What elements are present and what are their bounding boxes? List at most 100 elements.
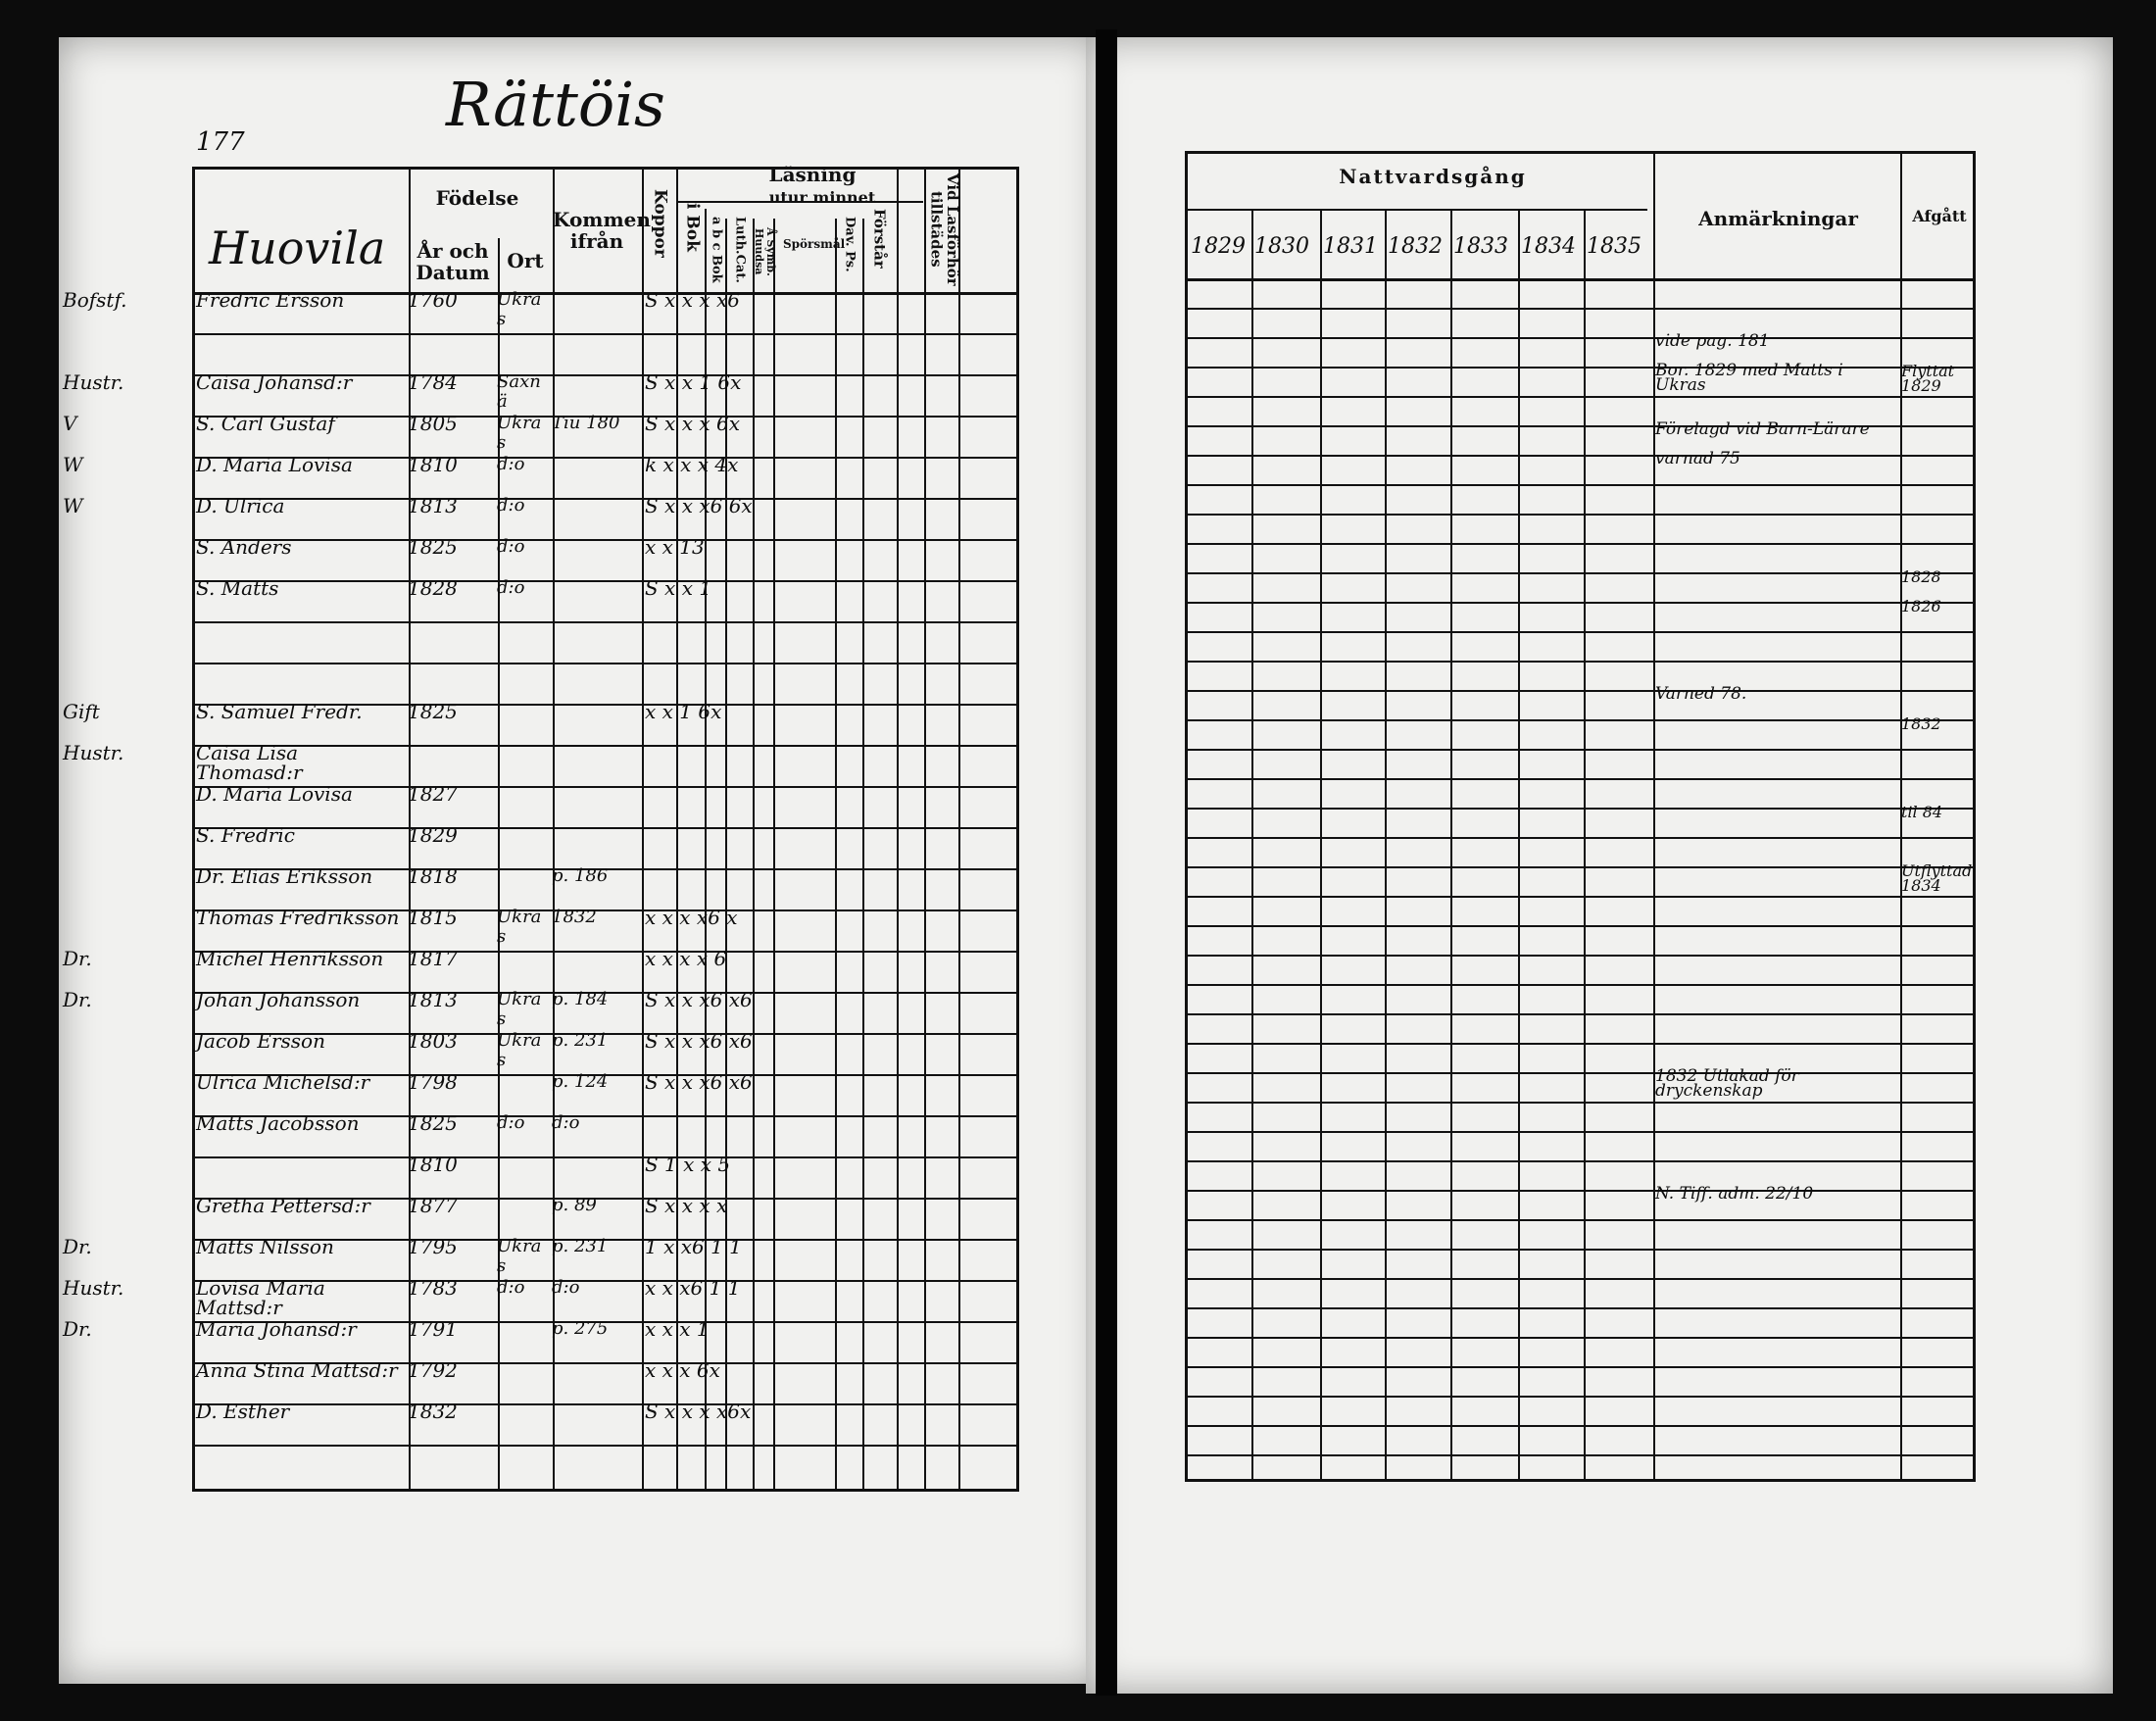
entry-reading-marks: x x x 6x bbox=[645, 1358, 720, 1382]
entry-birth-year: 1813 bbox=[408, 494, 458, 517]
row-line bbox=[1188, 396, 1973, 398]
row-line bbox=[1188, 1102, 1973, 1104]
row-line bbox=[1188, 837, 1973, 839]
header-year: 1831 bbox=[1323, 234, 1378, 259]
entry-came-from: d:o bbox=[552, 1277, 580, 1298]
header-divider bbox=[1188, 278, 1973, 281]
entry-name: Michel Henriksson bbox=[196, 947, 384, 970]
entry-birth-year: 1798 bbox=[408, 1070, 458, 1094]
header-year: 1835 bbox=[1587, 234, 1642, 259]
entry-margin-note: Hustr. bbox=[63, 741, 124, 764]
header-smallpox: Koppor bbox=[650, 189, 670, 258]
departed-note: til 84 bbox=[1901, 803, 1943, 821]
row-line bbox=[1188, 425, 1973, 427]
entry-birth-place: Ukras bbox=[497, 989, 542, 1029]
column-divider bbox=[897, 170, 899, 1489]
entry-birth-year: 1784 bbox=[408, 370, 458, 394]
entry-came-from: p. 231 bbox=[552, 1030, 609, 1051]
entry-reading-marks: S x x 1 6x bbox=[645, 370, 742, 394]
entry-name: Jacob Ersson bbox=[196, 1029, 325, 1053]
entry-birth-place: Ukras bbox=[497, 1030, 542, 1070]
departed-note: Flyttat 1829 bbox=[1901, 362, 1955, 395]
remark-note: Förelagd vid Barn-Lärare bbox=[1655, 419, 1870, 439]
entry-birth-place: d:o bbox=[497, 495, 525, 516]
entry-margin-note: Dr. bbox=[63, 1235, 92, 1258]
entry-birth-year: 1817 bbox=[408, 947, 458, 970]
row-line bbox=[195, 621, 1016, 623]
row-line bbox=[1188, 337, 1973, 339]
row-line bbox=[195, 786, 1016, 788]
entry-name: S. Anders bbox=[196, 535, 292, 559]
entry-birth-place: Saxnä bbox=[497, 371, 541, 412]
entry-reading-marks: x x 13 bbox=[645, 535, 705, 559]
entry-name: Johan Johansson bbox=[196, 988, 361, 1011]
entry-margin-note: Dr. bbox=[63, 947, 92, 970]
entry-birth-year: 1803 bbox=[408, 1029, 458, 1053]
row-line bbox=[195, 951, 1016, 953]
row-line bbox=[1188, 1396, 1973, 1398]
row-line bbox=[195, 1239, 1016, 1241]
entry-reading-marks: x x x6 1 1 bbox=[645, 1276, 741, 1300]
entry-reading-marks: S x x x 6x bbox=[645, 412, 740, 435]
column-divider bbox=[1320, 209, 1322, 1479]
header-birth: Födelse bbox=[435, 186, 519, 210]
remark-note: Varned 78. bbox=[1655, 684, 1747, 704]
entry-came-from: d:o bbox=[552, 1112, 580, 1133]
entry-margin-note: Hustr. bbox=[63, 1276, 124, 1300]
row-line bbox=[1188, 925, 1973, 927]
entry-came-from: p. 124 bbox=[552, 1071, 609, 1092]
header-communion: Nattvardsgång bbox=[1339, 165, 1527, 188]
row-line bbox=[1188, 484, 1973, 486]
page-number: 177 bbox=[196, 127, 245, 157]
row-line bbox=[195, 580, 1016, 582]
row-line bbox=[1188, 1278, 1973, 1280]
entry-margin-note: W bbox=[63, 494, 83, 517]
entry-margin-note: Gift bbox=[63, 700, 100, 723]
entry-birth-year: 1810 bbox=[408, 1153, 458, 1176]
header-place: Ort bbox=[507, 249, 544, 272]
header-year-date: År och Datum bbox=[416, 239, 490, 284]
entry-birth-year: 1877 bbox=[408, 1194, 458, 1217]
row-line bbox=[1188, 1366, 1973, 1368]
remark-note: N. Tiff. adm. 22/10 bbox=[1655, 1184, 1814, 1204]
entry-birth-year: 1825 bbox=[408, 700, 458, 723]
row-line bbox=[195, 868, 1016, 870]
row-line bbox=[1188, 1072, 1973, 1074]
entry-came-from: 1832 bbox=[552, 907, 597, 927]
row-line bbox=[195, 333, 1016, 335]
entry-birth-place: d:o bbox=[497, 1277, 525, 1298]
entry-birth-year: 1792 bbox=[408, 1358, 458, 1382]
entry-margin-note: V bbox=[63, 412, 77, 435]
row-line bbox=[1188, 690, 1973, 692]
entry-reading-marks: S x x x x6 bbox=[645, 288, 740, 312]
row-line bbox=[195, 416, 1016, 418]
row-line bbox=[195, 704, 1016, 706]
entry-reading-marks: S x x x x bbox=[645, 1194, 728, 1217]
column-divider bbox=[1251, 209, 1253, 1479]
column-divider bbox=[725, 219, 727, 1489]
row-line bbox=[195, 1280, 1016, 1282]
column-divider bbox=[753, 219, 755, 1489]
row-line bbox=[195, 1198, 1016, 1200]
entry-reading-marks: x x 1 6x bbox=[645, 700, 722, 723]
entry-name: S. Matts bbox=[196, 576, 279, 600]
entry-name: D. Maria Lovisa bbox=[196, 453, 353, 476]
header-understands: Förstår bbox=[870, 209, 889, 269]
header-communion-admitted: Vid Lasförhör tillstädes bbox=[927, 172, 962, 286]
entry-name: D. Ulrica bbox=[196, 494, 285, 517]
entry-birth-place: d:o bbox=[497, 454, 525, 474]
row-line bbox=[195, 1321, 1016, 1323]
row-line bbox=[1188, 1190, 1973, 1192]
entry-came-from: p. 184 bbox=[552, 989, 609, 1009]
column-divider bbox=[705, 209, 707, 1489]
column-divider bbox=[1584, 209, 1586, 1479]
header-luth-cat: Luth.Cat. bbox=[732, 217, 748, 283]
entry-birth-year: 1825 bbox=[408, 1111, 458, 1135]
header-divider bbox=[195, 292, 1016, 295]
row-line bbox=[1188, 1131, 1973, 1133]
entry-reading-marks: S 1 x x 5 bbox=[645, 1153, 731, 1176]
entry-name: S. Samuel Fredr. bbox=[196, 700, 363, 723]
entry-birth-year: 1791 bbox=[408, 1317, 458, 1341]
row-line bbox=[195, 539, 1016, 541]
entry-name: Caisa Lisa Thomasd:r bbox=[196, 741, 303, 784]
